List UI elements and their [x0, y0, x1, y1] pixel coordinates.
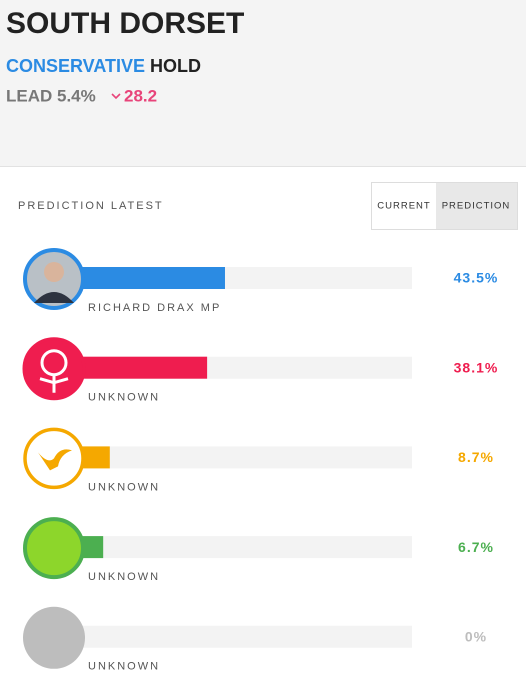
percentage: 38.1%: [454, 359, 499, 375]
bar: [81, 267, 225, 289]
avatar-logo: [23, 517, 85, 580]
avatar-empty: [23, 606, 85, 669]
avatar: [23, 517, 85, 580]
avatar-logo: [22, 337, 86, 401]
candidate-name: UNKNOWN: [88, 661, 160, 673]
bar: [81, 446, 110, 469]
lead: LEAD 5.4%: [6, 86, 96, 105]
percentage: 0%: [465, 629, 487, 645]
avatar: [22, 337, 86, 401]
candidate-name: UNKNOWN: [88, 571, 160, 583]
avatar: [23, 606, 85, 669]
candidate-name: UNKNOWN: [88, 481, 160, 493]
avatar-body: [34, 292, 74, 303]
bar-track: [81, 536, 412, 559]
candidate-name: UNKNOWN: [88, 392, 160, 404]
change: 28.2: [124, 86, 157, 105]
tab-active-bg: [436, 183, 517, 229]
bird: [38, 449, 72, 471]
avatar-head: [44, 262, 64, 282]
header-background: [0, 0, 526, 166]
tab-prediction[interactable]: PREDICTION: [442, 201, 511, 212]
avatar: [23, 248, 85, 310]
party: CONSERVATIVE: [6, 56, 145, 76]
bar: [81, 356, 208, 379]
change-arrow: [111, 93, 121, 100]
bar-track: [81, 446, 412, 469]
constituency-title: SOUTH DORSET: [6, 7, 244, 40]
bar-track: [81, 625, 412, 648]
result-line: CONSERVATIVE HOLD: [6, 56, 201, 76]
avatar: [23, 427, 85, 490]
percentage: 43.5%: [454, 270, 499, 286]
bar: [81, 536, 104, 559]
percentage: 8.7%: [458, 449, 494, 465]
candidate-name: RICHARD DRAX MP: [88, 302, 221, 314]
section-title: PREDICTION LATEST: [18, 200, 164, 212]
percentage: 6.7%: [458, 539, 494, 555]
rose-stem: [39, 374, 69, 393]
tab-current[interactable]: CURRENT: [377, 201, 430, 212]
result: HOLD: [150, 56, 201, 76]
